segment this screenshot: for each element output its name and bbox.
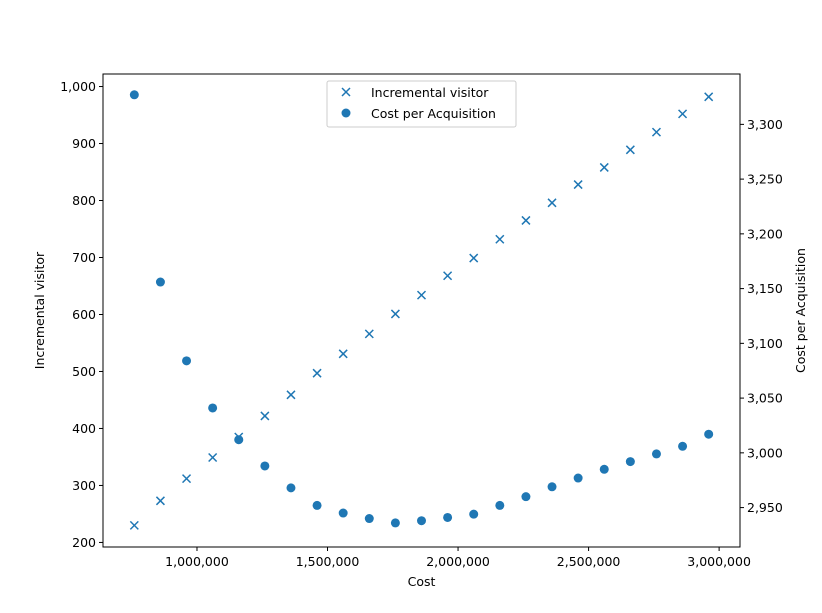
x-tick-label: 1,000,000 xyxy=(165,554,229,569)
incremental-visitor-point xyxy=(469,253,479,263)
cost-per-acquisition-point xyxy=(234,435,244,445)
incremental-visitor-point xyxy=(443,271,453,281)
legend-box xyxy=(326,80,517,128)
x-axis-ticks: 1,000,000 1,500,000 2,000,000 2,500,000 3,00… xyxy=(165,547,751,569)
right-y-tick-label: 3,050 xyxy=(747,391,783,406)
incremental-visitor-point xyxy=(286,390,296,400)
legend: Incremental visitor Cost per Acquisition xyxy=(326,80,517,128)
right-y-tick-label: 3,000 xyxy=(747,445,783,460)
left-y-tick-label: 400 xyxy=(72,421,96,436)
left-y-tick-label: 500 xyxy=(72,364,96,379)
cost-per-acquisition-point xyxy=(417,516,426,526)
cost-per-acquisition-point xyxy=(573,473,583,483)
left-y-tick-label: 700 xyxy=(72,250,96,265)
incremental-visitor-point xyxy=(338,349,348,359)
left-y-tick-label: 200 xyxy=(72,535,96,550)
x-tick-label: 2,500,000 xyxy=(557,554,621,569)
incremental-visitor-point xyxy=(208,452,218,463)
cost-per-acquisition-point xyxy=(208,403,218,413)
incremental-visitor-point xyxy=(599,162,609,172)
right-y-tick-label: 3,200 xyxy=(747,226,783,241)
incremental-visitor-point xyxy=(390,309,400,319)
cost-per-acquisition-points xyxy=(129,90,714,528)
incremental-visitor-point xyxy=(521,215,531,225)
right-y-tick-label: 3,250 xyxy=(747,172,783,187)
x-tick-label: 1,500,000 xyxy=(296,554,360,569)
x-tick-label: 2,000,000 xyxy=(426,554,490,569)
cost-per-acquisition-point xyxy=(495,500,505,510)
right-y-axis-ticks: 2,950 3,000 3,050 3,100 3,150 3,200 3,250 3,300 xyxy=(740,117,783,515)
cost-per-acquisition-point xyxy=(286,483,296,493)
cost-per-acquisition-point xyxy=(155,277,165,287)
right-y-tick-label: 3,150 xyxy=(747,281,783,296)
left-y-axis-ticks: 200 300 400 500 600 700 800 900 1,000 xyxy=(60,79,103,550)
incremental-visitor-point xyxy=(416,290,427,300)
right-y-tick-label: 2,950 xyxy=(747,500,783,515)
right-y-tick-label: 3,300 xyxy=(747,117,783,132)
left-y-axis-label: Incremental visitor xyxy=(32,251,47,369)
cost-per-acquisition-point xyxy=(182,356,192,366)
incremental-visitor-point xyxy=(155,496,165,506)
cost-per-acquisition-point xyxy=(625,457,635,467)
cost-per-acquisition-point xyxy=(443,512,453,522)
incremental-visitor-point xyxy=(678,109,688,119)
incremental-visitor-point xyxy=(573,180,583,190)
incremental-visitor-point xyxy=(704,92,714,102)
incremental-visitor-points xyxy=(129,92,714,530)
cost-per-acquisition-point xyxy=(129,90,139,100)
legend-marker-circle xyxy=(341,108,351,118)
incremental-visitor-point xyxy=(625,145,635,155)
left-y-tick-label: 300 xyxy=(72,478,96,493)
cost-per-acquisition-point xyxy=(312,500,322,510)
cost-per-acquisition-point xyxy=(390,518,400,528)
incremental-visitor-point xyxy=(364,329,374,339)
legend-label-cost-per-acquisition: Cost per Acquisition xyxy=(371,106,496,121)
left-y-tick-label: 900 xyxy=(72,136,96,151)
plot-frame xyxy=(102,73,741,548)
cost-per-acquisition-point xyxy=(547,482,557,492)
cost-per-acquisition-point xyxy=(651,449,661,459)
cost-per-acquisition-point xyxy=(469,509,479,519)
right-y-tick-label: 3,100 xyxy=(747,336,783,351)
legend-label-incremental-visitor: Incremental visitor xyxy=(371,85,489,100)
incremental-visitor-point xyxy=(495,234,505,244)
incremental-visitor-point xyxy=(129,520,139,530)
incremental-visitor-point xyxy=(651,127,661,137)
cost-per-acquisition-point xyxy=(599,464,609,474)
cost-per-acquisition-point xyxy=(521,492,531,502)
cost-per-acquisition-point xyxy=(678,441,688,451)
plot-area xyxy=(103,74,740,547)
cost-per-acquisition-point xyxy=(260,461,270,471)
left-y-tick-label: 1,000 xyxy=(60,79,96,94)
x-axis-label: Cost xyxy=(408,574,436,589)
cost-per-acquisition-point xyxy=(704,429,714,439)
cost-per-acquisition-point xyxy=(364,514,374,524)
legend-marker-x xyxy=(341,87,351,97)
incremental-visitor-point xyxy=(547,198,557,208)
incremental-visitor-point xyxy=(312,368,322,378)
right-y-axis-label: Cost per Acquisition xyxy=(793,248,808,373)
incremental-visitor-point xyxy=(182,474,192,484)
left-y-tick-label: 600 xyxy=(72,307,96,322)
incremental-visitor-point xyxy=(260,411,270,421)
left-y-tick-label: 800 xyxy=(72,193,96,208)
cost-per-acquisition-point xyxy=(338,508,348,518)
x-tick-label: 3,000,000 xyxy=(687,554,751,569)
